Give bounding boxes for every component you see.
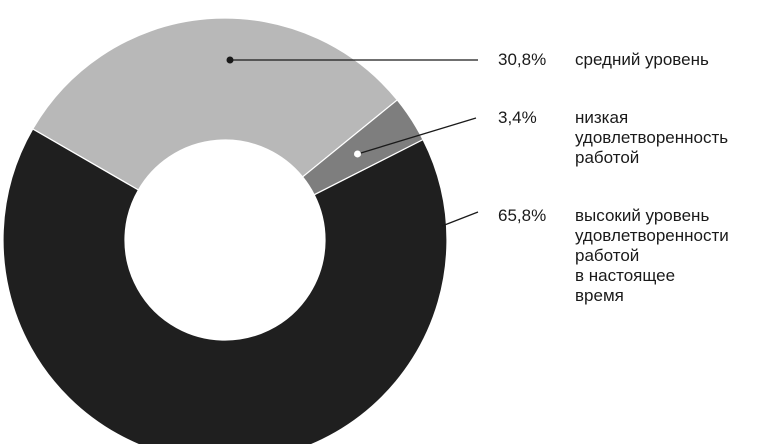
- slice-high: [2, 128, 448, 444]
- slice-average: [31, 17, 399, 191]
- slice-label-average-line-1: средний уровень: [575, 50, 709, 69]
- slice-label-low-line-1: низкая: [575, 108, 629, 127]
- slice-label-average: средний уровень: [575, 50, 709, 70]
- leader-dot-low: [354, 150, 362, 158]
- leader-dot-average: [226, 56, 234, 64]
- slice-percent-average: 30,8%: [498, 50, 547, 69]
- leader-line-low: [357, 117, 477, 155]
- slice-label-high-line-5: время: [575, 286, 624, 305]
- slice-label-low: низкая удовлетворенность работой: [575, 108, 728, 168]
- slice-label-low-line-2: удовлетворенность: [575, 128, 729, 147]
- slice-label-low-line-3: работой: [575, 148, 640, 167]
- slice-label-high-line-3: работой: [575, 246, 640, 265]
- slice-label-high-line-1: высокий уровень: [575, 206, 710, 225]
- slice-label-high-line-2: удовлетворенности: [575, 226, 729, 245]
- slice-percent-low: 3,4%: [498, 108, 537, 127]
- leader-line-high: [441, 211, 479, 227]
- slice-percent-high: 65,8%: [498, 206, 547, 225]
- slice-label-high: высокий уровень удовлетворенности работо…: [575, 206, 729, 306]
- slice-label-high-line-4: в настоящее: [575, 266, 676, 285]
